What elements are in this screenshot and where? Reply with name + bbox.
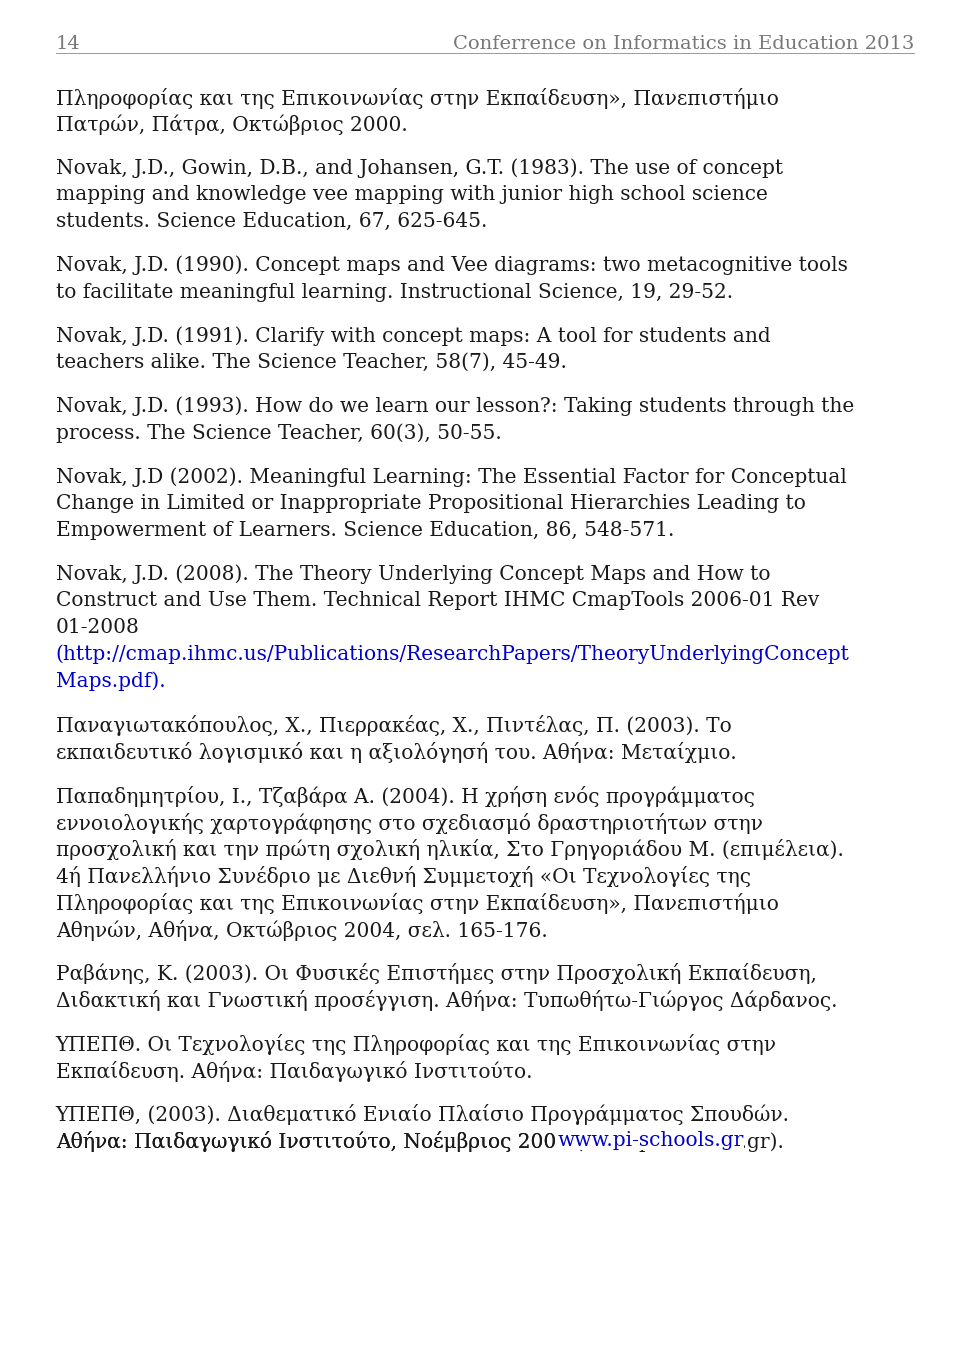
- Text: Αθηνών, Αθήνα, Οκτώβριος 2004, σελ. 165-176.: Αθηνών, Αθήνα, Οκτώβριος 2004, σελ. 165-…: [56, 920, 547, 940]
- Text: Διδακτική και Γνωστική προσέγγιση. Αθήνα: Τυπωθήτω-Γιώργος Δάρδανος.: Διδακτική και Γνωστική προσέγγιση. Αθήνα…: [56, 990, 837, 1011]
- Text: Maps.pdf).: Maps.pdf).: [56, 671, 165, 691]
- Text: εκπαιδευτικό λογισμικό και η αξιολόγησή του. Αθήνα: Μεταίχμιο.: εκπαιδευτικό λογισμικό και η αξιολόγησή …: [56, 743, 736, 763]
- Text: students. Science Education, 67, 625-645.: students. Science Education, 67, 625-645…: [56, 212, 487, 231]
- Text: Empowerment of Learners. Science Education, 86, 548-571.: Empowerment of Learners. Science Educati…: [56, 521, 674, 540]
- Text: Novak, J.D (2002). Meaningful Learning: The Essential Factor for Conceptual: Novak, J.D (2002). Meaningful Learning: …: [56, 467, 847, 487]
- Text: 4ή Πανελλήνιο Συνέδριο με Διεθνή Συμμετοχή «Οι Τεχνολογίες της: 4ή Πανελλήνιο Συνέδριο με Διεθνή Συμμετο…: [56, 866, 751, 888]
- Text: Παπαδημητρίου, Ι., Τζαβάρα Α. (2004). Η χρήση ενός προγράμματος: Παπαδημητρίου, Ι., Τζαβάρα Α. (2004). Η …: [56, 786, 755, 806]
- Text: Novak, J.D. (1993). How do we learn our lesson?: Taking students through the: Novak, J.D. (1993). How do we learn our …: [56, 396, 854, 417]
- Text: Πληροφορίας και της Επικοινωνίας στην Εκπαίδευση», Πανεπιστήμιο: Πληροφορίας και της Επικοινωνίας στην Εκ…: [56, 88, 779, 110]
- Text: www.pi-schools.gr: www.pi-schools.gr: [557, 1131, 744, 1150]
- Text: 14: 14: [56, 35, 81, 53]
- Text: Novak, J.D., Gowin, D.B., and Johansen, G.T. (1983). The use of concept: Novak, J.D., Gowin, D.B., and Johansen, …: [56, 158, 782, 179]
- Text: (http://cmap.ihmc.us/Publications/ResearchPapers/TheoryUnderlyingConcept: (http://cmap.ihmc.us/Publications/Resear…: [56, 645, 850, 664]
- Text: εννοιολογικής χαρτογράφησης στο σχεδιασμό δραστηριοτήτων στην: εννοιολογικής χαρτογράφησης στο σχεδιασμ…: [56, 813, 762, 833]
- Text: mapping and knowledge vee mapping with junior high school science: mapping and knowledge vee mapping with j…: [56, 185, 768, 204]
- Text: Αθήνα: Παιδαγωγικό Ινστιτούτο, Νοέμβριος 2003 (: Αθήνα: Παιδαγωγικό Ινστιτούτο, Νοέμβριος…: [56, 1131, 583, 1153]
- Text: Construct and Use Them. Technical Report IHMC CmapTools 2006-01 Rev: Construct and Use Them. Technical Report…: [56, 591, 819, 610]
- Text: Εκπαίδευση. Αθήνα: Παιδαγωγικό Ινστιτούτο.: Εκπαίδευση. Αθήνα: Παιδαγωγικό Ινστιτούτ…: [56, 1061, 532, 1082]
- Text: ΥΠΕΠΘ. Οι Τεχνολογίες της Πληροφορίας και της Επικοινωνίας στην: ΥΠΕΠΘ. Οι Τεχνολογίες της Πληροφορίας κα…: [56, 1034, 777, 1055]
- Text: Novak, J.D. (1991). Clarify with concept maps: A tool for students and: Novak, J.D. (1991). Clarify with concept…: [56, 326, 771, 346]
- Text: teachers alike. The Science Teacher, 58(7), 45-49.: teachers alike. The Science Teacher, 58(…: [56, 353, 566, 372]
- Text: Conferrence on Informatics in Education 2013: Conferrence on Informatics in Education …: [452, 35, 914, 53]
- Text: Πληροφορίας και της Επικοινωνίας στην Εκπαίδευση», Πανεπιστήμιο: Πληροφορίας και της Επικοινωνίας στην Εκ…: [56, 893, 779, 915]
- Text: Πατρών, Πάτρα, Οκτώβριος 2000.: Πατρών, Πάτρα, Οκτώβριος 2000.: [56, 115, 407, 135]
- Text: Change in Limited or Inappropriate Propositional Hierarchies Leading to: Change in Limited or Inappropriate Propo…: [56, 494, 805, 513]
- Text: Novak, J.D. (2008). The Theory Underlying Concept Maps and How to: Novak, J.D. (2008). The Theory Underlyin…: [56, 564, 770, 584]
- Text: Αθήνα: Παιδαγωγικό Ινστιτούτο, Νοέμβριος 2003 (www.pi-schools.gr).: Αθήνα: Παιδαγωγικό Ινστιτούτο, Νοέμβριος…: [56, 1131, 783, 1153]
- Text: to facilitate meaningful learning. Instructional Science, 19, 29-52.: to facilitate meaningful learning. Instr…: [56, 283, 732, 302]
- Text: Ραβάνης, Κ. (2003). Οι Φυσικές Επιστήμες στην Προσχολική Εκπαίδευση,: Ραβάνης, Κ. (2003). Οι Φυσικές Επιστήμες…: [56, 963, 817, 985]
- Text: 01-2008: 01-2008: [56, 618, 139, 637]
- Text: προσχολική και την πρώτη σχολική ηλικία, Στο Γρηγοριάδου Μ. (επιμέλεια).: προσχολική και την πρώτη σχολική ηλικία,…: [56, 839, 844, 861]
- Text: ΥΠΕΠΘ, (2003). Διαθεματικό Ενιαίο Πλαίσιο Προγράμματος Σπουδών.: ΥΠΕΠΘ, (2003). Διαθεματικό Ενιαίο Πλαίσι…: [56, 1104, 790, 1126]
- Text: Παναγιωτακόπουλος, Χ., Πιερρακέας, Χ., Πιντέλας, Π. (2003). Το: Παναγιωτακόπουλος, Χ., Πιερρακέας, Χ., Π…: [56, 716, 732, 736]
- Text: process. The Science Teacher, 60(3), 50-55.: process. The Science Teacher, 60(3), 50-…: [56, 423, 501, 444]
- Text: Novak, J.D. (1990). Concept maps and Vee diagrams: two metacognitive tools: Novak, J.D. (1990). Concept maps and Vee…: [56, 256, 848, 276]
